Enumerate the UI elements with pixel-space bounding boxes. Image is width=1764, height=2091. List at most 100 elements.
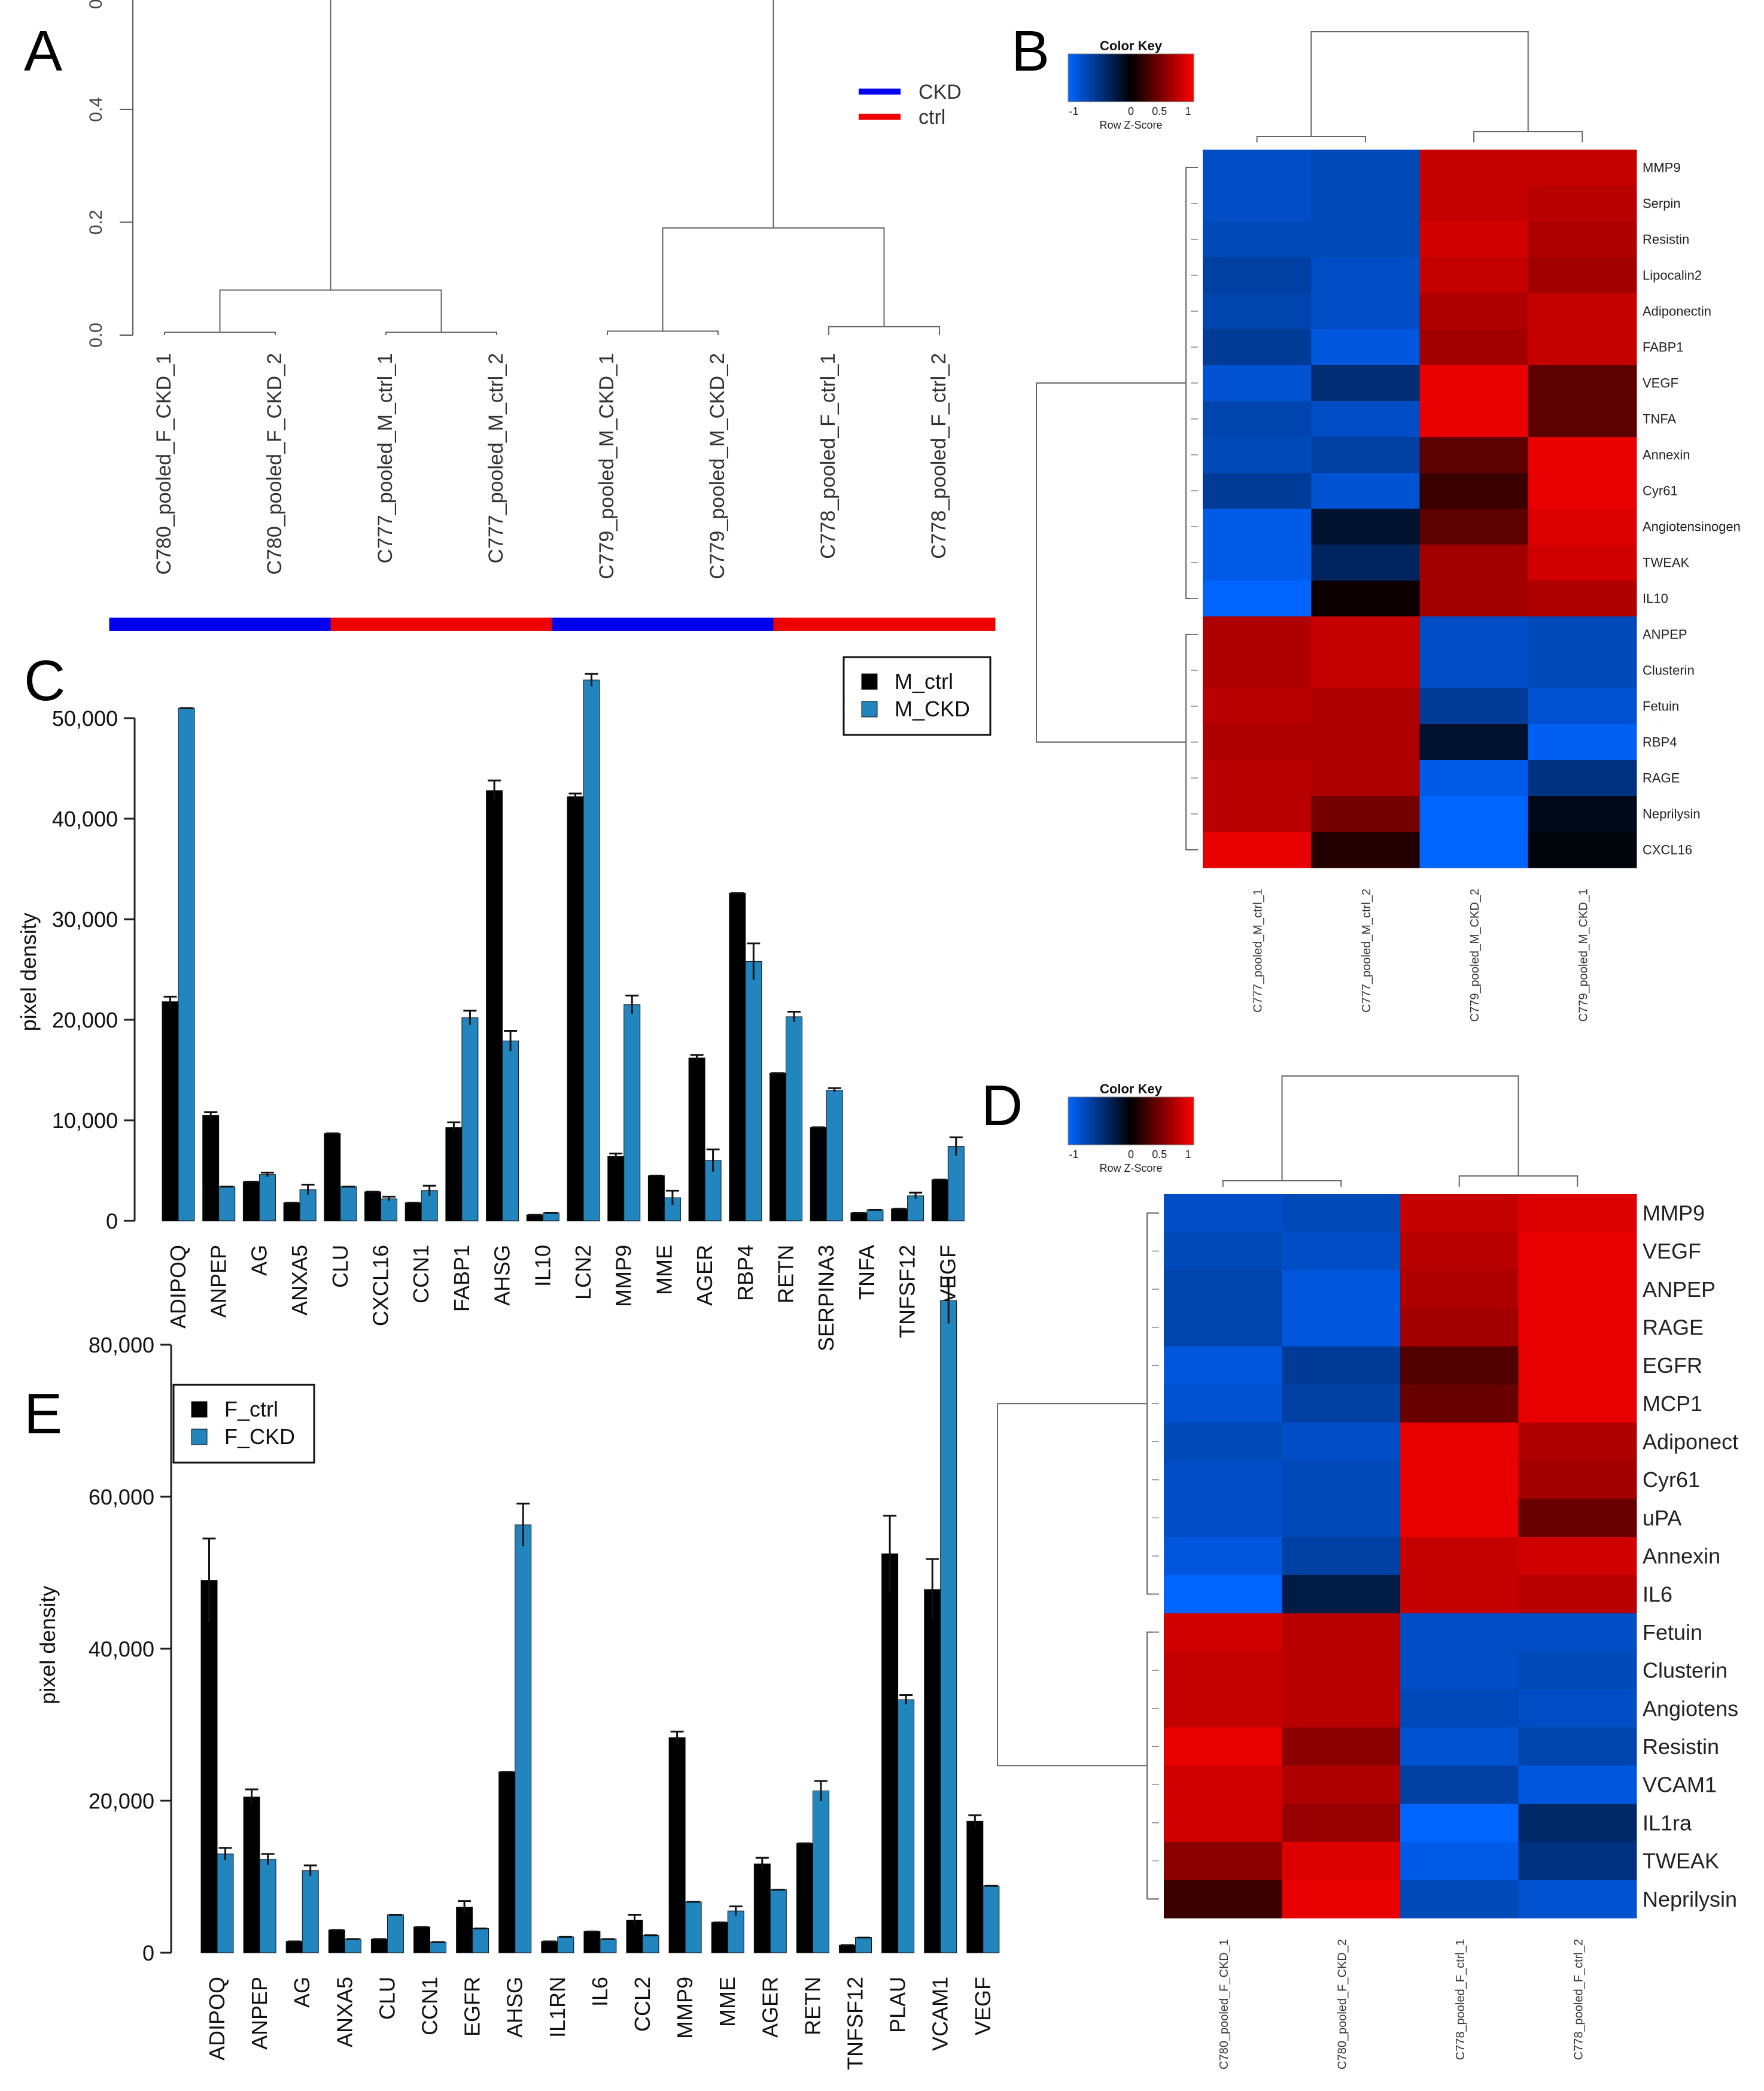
- bar-M_ctrl-CCN1: [404, 1202, 422, 1221]
- heatmap-cell: [1518, 1613, 1637, 1652]
- heatmap-cell: [1419, 796, 1529, 832]
- bar-M_ctrl-ADIPOQ: [162, 1001, 179, 1221]
- bar-F_CKD-AHSG: [515, 1524, 532, 1953]
- heatmap-cell: [1518, 1194, 1637, 1233]
- heatmap-column-label: C778_pooled_F_ctrl_2: [1572, 1939, 1585, 2060]
- bar-M_CKD-ADIPOQ: [178, 707, 195, 1221]
- bar-M_ctrl-TNFA: [850, 1212, 868, 1221]
- legend-label-CKD: CKD: [919, 81, 962, 104]
- heatmap-cell: [1419, 186, 1529, 222]
- bar-M_CKD-CXCL16: [381, 1198, 397, 1221]
- legend-box: [843, 656, 992, 736]
- bar-F_CKD-TNFSF12: [855, 1937, 872, 1953]
- color-key-swatch: [1077, 54, 1081, 102]
- color-key-swatch: [1128, 1097, 1132, 1145]
- heatmap-cell: [1419, 437, 1529, 473]
- heatmap-cell: [1311, 616, 1420, 653]
- bar-M_ctrl-CXCL16: [364, 1191, 381, 1221]
- color-key-tick: 1: [1185, 105, 1191, 117]
- dendrogram-branch: [385, 332, 497, 335]
- x-tick-label-AHSG: AHSG: [490, 1245, 515, 1306]
- bar-F_CKD-AGER: [770, 1889, 787, 1953]
- heatmap-cell: [1518, 1346, 1637, 1385]
- color-key-swatch: [1071, 1097, 1075, 1145]
- heatmap-cell: [1203, 688, 1312, 725]
- color-key-swatch: [1068, 54, 1072, 102]
- color-key-swatch: [1146, 54, 1149, 102]
- row-dendrogram-branch: [997, 1403, 1147, 1767]
- color-key-swatch: [1080, 1097, 1084, 1145]
- color-key-title: Color Key: [1100, 1081, 1163, 1096]
- heatmap-row-label: MCP1: [1643, 1391, 1702, 1416]
- color-key-swatch: [1173, 54, 1176, 102]
- color-key-swatch: [1131, 1097, 1135, 1145]
- bar-F_ctrl-IL6: [583, 1931, 601, 1953]
- heatmap-cell: [1164, 1460, 1282, 1499]
- heatmap-cell: [1419, 150, 1529, 186]
- column-dendrogram-branch: [1310, 31, 1529, 136]
- color-key-swatch: [1089, 54, 1093, 102]
- heatmap-cell: [1164, 1880, 1282, 1919]
- heatmap-cell: [1528, 581, 1637, 617]
- heatmap-row-label: MMP9: [1643, 1200, 1705, 1225]
- x-tick-label-PLAU: PLAU: [886, 1977, 910, 2033]
- y-tick-label: 50,000: [52, 706, 118, 731]
- heatmap-cell: [1400, 1727, 1519, 1766]
- color-key-swatch: [1068, 1097, 1072, 1145]
- bar-F_ctrl-VCAM1: [924, 1589, 941, 1953]
- heatmap-cell: [1282, 1270, 1401, 1309]
- heatmap-column-label: C780_pooled_F_CKD_1: [1218, 1939, 1231, 2069]
- heatmap-cell: [1164, 1346, 1282, 1385]
- color-key-swatch: [1092, 54, 1096, 102]
- heatmap-row-label: Resistin: [1643, 1734, 1719, 1759]
- heatmap-cell: [1528, 329, 1637, 366]
- heatmap-cell: [1203, 329, 1312, 366]
- group-bar-segment: [552, 618, 664, 631]
- bar-M_CKD-SERPINA3: [826, 1090, 843, 1221]
- bar-F_ctrl-EGFR: [456, 1907, 473, 1953]
- group-bar-segment: [109, 618, 221, 631]
- color-key-tick: 0.5: [1152, 105, 1167, 117]
- color-key-swatch: [1074, 54, 1078, 102]
- color-key-swatch: [1095, 54, 1099, 102]
- heatmap-column-label: C779_pooled_M_CKD_1: [1577, 889, 1590, 1022]
- heatmap-cell: [1528, 221, 1637, 258]
- heatmap-cell: [1164, 1232, 1282, 1271]
- heatmap-cell: [1203, 616, 1312, 653]
- x-tick-label-MME: MME: [715, 1977, 740, 2027]
- color-key-swatch: [1185, 54, 1188, 102]
- heatmap-row-label: RAGE: [1643, 1315, 1704, 1339]
- bar-F_ctrl-CLU: [370, 1938, 388, 1953]
- y-tick-label: 0.0: [86, 323, 106, 348]
- leaf-label: C780_pooled_F_CKD_1: [153, 353, 175, 575]
- bar-M_CKD-ANXA5: [299, 1189, 317, 1221]
- heatmap-cell: [1311, 760, 1420, 797]
- heatmap-cell: [1419, 293, 1529, 330]
- color-key-swatch: [1113, 1097, 1117, 1145]
- color-key-swatch: [1083, 1097, 1087, 1145]
- heatmap-row-label: VCAM1: [1643, 1773, 1717, 1797]
- heatmap-cell: [1400, 1651, 1519, 1690]
- heatmap-cell: [1419, 652, 1529, 689]
- heatmap-row-label: VEGF: [1643, 1239, 1701, 1263]
- color-key-swatch: [1143, 1097, 1146, 1145]
- bar-F_ctrl-ANPEP: [243, 1797, 260, 1953]
- y-tick-label: 0.2: [86, 210, 106, 235]
- bar-F_CKD-ANPEP: [259, 1859, 276, 1953]
- color-key-swatch: [1149, 1097, 1152, 1145]
- x-tick-label-CCN1: CCN1: [418, 1977, 442, 2035]
- panel-label-b: B: [1011, 19, 1050, 83]
- heatmap-cell: [1282, 1651, 1401, 1690]
- heatmap-row-label: Neprilysin: [1643, 807, 1701, 822]
- heatmap-cell: [1419, 581, 1529, 617]
- x-tick-label-VEGF: VEGF: [971, 1977, 995, 2035]
- color-key-title: Color Key: [1100, 38, 1163, 53]
- bar-M_ctrl-MME: [647, 1175, 665, 1221]
- x-tick-label-CCL2: CCL2: [630, 1977, 655, 2032]
- heatmap-row-label: Fetuin: [1643, 1620, 1702, 1645]
- y-tick-label: 40,000: [52, 807, 118, 831]
- heatmap-cell: [1164, 1575, 1282, 1614]
- legend-swatch-M_ctrl: [861, 673, 878, 690]
- dendrogram-panel-a: 0.0 0.2 0.4 0.6 C780_pooled_F_CKD_1 C780_pool…: [86, 0, 996, 631]
- bar-M_ctrl-RETN: [770, 1072, 786, 1221]
